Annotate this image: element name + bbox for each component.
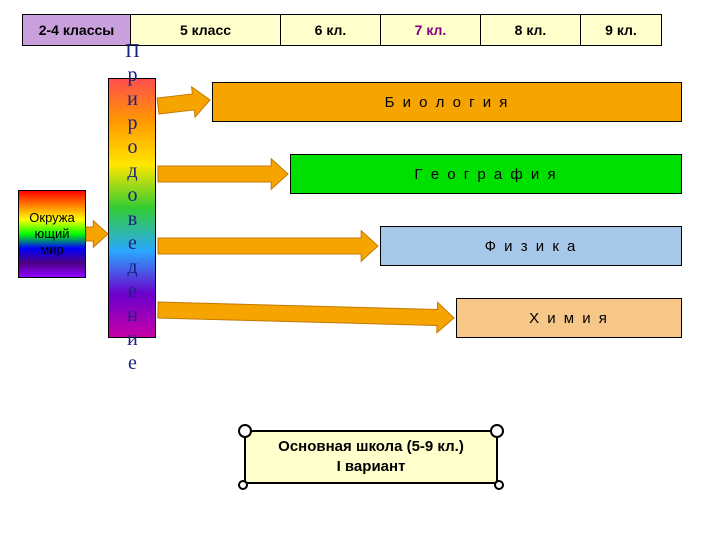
footer-line1: Основная школа (5-9 кл.) <box>278 437 464 457</box>
subject-geography-label: Г е о г р а ф и я <box>414 166 557 183</box>
subject-chemistry-label: Х и м и я <box>529 310 609 327</box>
subject-physics: Ф и з и к а <box>380 226 682 266</box>
subject-physics-label: Ф и з и к а <box>485 238 578 255</box>
subject-biology-label: Б и о л о г и я <box>385 94 510 111</box>
subject-geography: Г е о г р а ф и я <box>290 154 682 194</box>
footer-line2: I вариант <box>337 457 406 477</box>
footer-scroll: Основная школа (5-9 кл.) I вариант <box>244 430 498 484</box>
subject-biology: Б и о л о г и я <box>212 82 682 122</box>
subject-chemistry: Х и м и я <box>456 298 682 338</box>
